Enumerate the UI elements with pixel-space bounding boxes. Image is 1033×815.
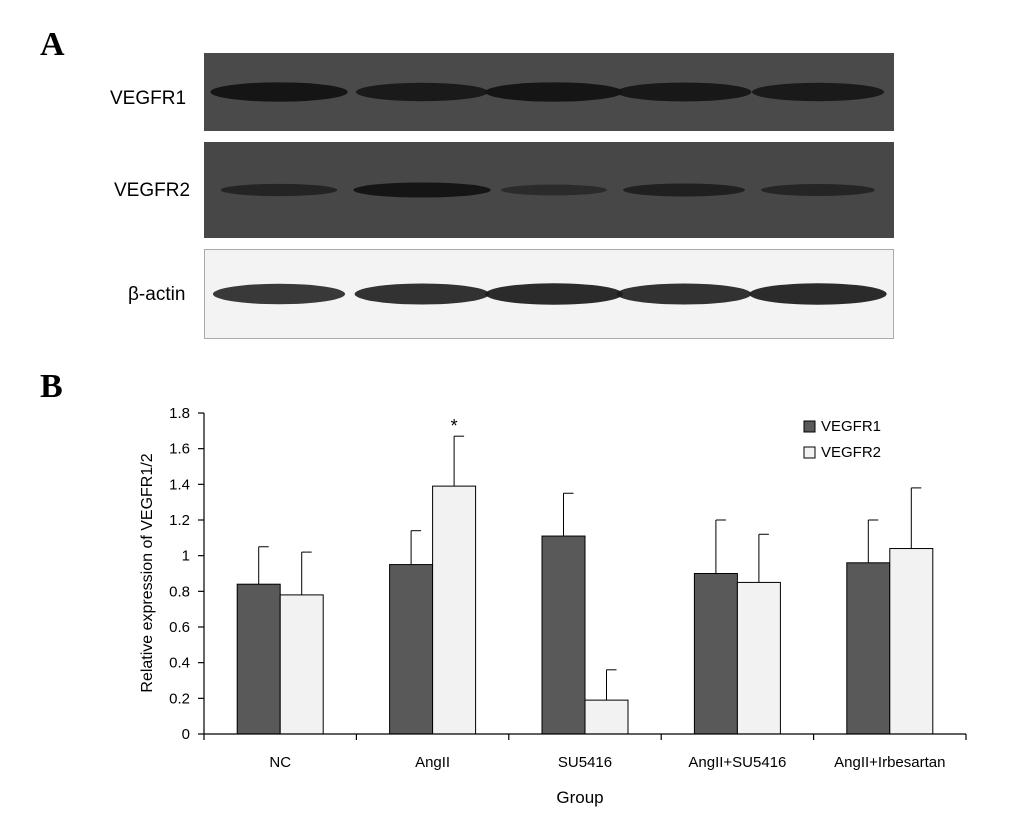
blot-band: [616, 283, 752, 305]
panel-b-letter: B: [40, 368, 63, 405]
x-axis-label: Group: [556, 788, 603, 807]
y-axis-label: Relative expression of VEGFR1/2: [139, 453, 156, 692]
blot-band: [500, 184, 608, 196]
x-tick-label: AngII: [415, 754, 450, 771]
y-tick-label: 1.6: [169, 441, 190, 458]
blot-band: [485, 283, 623, 305]
y-tick-label: 0.6: [169, 619, 190, 636]
blot-band: [623, 183, 745, 197]
legend: VEGFR1 VEGFR2: [803, 418, 881, 461]
blot-band: [212, 283, 346, 305]
blot-band: [353, 182, 491, 198]
bar-vegfr1: [846, 562, 891, 735]
y-tick-label: 0: [182, 726, 190, 743]
bar-vegfr1: [389, 564, 434, 735]
blot-band: [210, 82, 348, 102]
y-tick-label: 0.4: [169, 655, 190, 672]
panel-a-letter: A: [40, 26, 65, 63]
bar-vegfr2: [584, 699, 629, 735]
y-tick-label: 0.2: [169, 690, 190, 707]
blot-band: [355, 82, 489, 102]
band-label-vegfr2: VEGFR2: [114, 180, 191, 201]
band-label-beta-actin: β-actin: [128, 284, 186, 305]
bar-vegfr1: [693, 573, 738, 735]
y-tick-label: 1: [182, 548, 190, 565]
legend-label-vegfr1: VEGFR1: [821, 418, 881, 435]
bar-vegfr2: [736, 581, 781, 735]
bar-vegfr1: [236, 583, 281, 735]
y-tick-label: 0.8: [169, 583, 190, 600]
x-tick-label: NC: [269, 754, 291, 771]
x-tick-label: SU5416: [558, 754, 612, 771]
x-tick-label: AngII+SU5416: [688, 754, 786, 771]
western-blot-vegfr1: [204, 53, 894, 131]
y-tick-label: 1.2: [169, 512, 190, 529]
y-tick-label: 1.4: [169, 476, 190, 493]
bar-vegfr1: [541, 535, 586, 735]
western-blot-vegfr2: [204, 142, 894, 238]
blot-band: [220, 183, 338, 197]
y-tick-label: 1.8: [169, 405, 190, 422]
bar-vegfr2: [432, 485, 477, 735]
blot-band: [354, 283, 490, 305]
legend-swatch-vegfr2: [803, 446, 816, 459]
bar-vegfr2: [889, 548, 934, 735]
western-blot-beta-actin: [204, 249, 894, 339]
legend-swatch-vegfr1: [803, 420, 816, 433]
blot-band: [616, 82, 752, 102]
x-tick-label: AngII+Irbesartan: [834, 754, 945, 771]
blot-band: [485, 82, 623, 102]
legend-label-vegfr2: VEGFR2: [821, 444, 881, 461]
significance-marker: *: [451, 416, 458, 436]
blot-band: [761, 184, 875, 196]
blot-band: [751, 82, 885, 102]
bar-vegfr2: [279, 594, 324, 735]
blot-band: [749, 283, 887, 305]
band-label-vegfr1: VEGFR1: [110, 88, 187, 109]
